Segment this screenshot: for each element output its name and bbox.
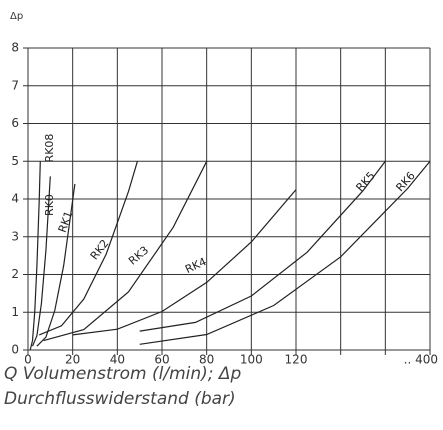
y-tick-label: 5 [11,154,19,168]
curve-label: RK08 [43,134,56,163]
curve [139,160,431,345]
y-tick-label: 2 [11,267,19,281]
y-tick-label: 8 [11,41,19,55]
curve [139,160,386,332]
caption: Q Volumenstrom (l/min); Δp [4,364,242,384]
caption: Durchflusswiderstand (bar) [4,389,236,409]
curve [72,189,297,336]
curve-label: RK6 [393,169,417,194]
curve [36,183,76,347]
y-tick-label: 0 [11,343,19,357]
curve-label: RK4 [183,255,208,276]
curve-label: RK5 [353,169,377,194]
y-axis-label: Δp [10,11,23,22]
x-tick-label: 100 [240,353,263,366]
curve [43,161,208,342]
x-tick-label: 40 [110,353,125,366]
x-tick-label: 60 [154,353,169,366]
y-tick-label: 4 [11,192,19,206]
curve [38,161,138,336]
y-tick-label: 3 [11,229,19,243]
y-tick-label: 7 [11,78,19,92]
curve-label: RK0 [43,194,56,216]
y-tick-label: 6 [11,116,19,130]
x-tick-label: 20 [65,353,80,366]
x-tick-label: 80 [199,353,214,366]
x-tick-label: 120 [285,353,308,366]
curve [29,161,41,351]
x-tick-label: .. 400 [404,353,438,366]
y-tick-label: 1 [11,305,19,319]
curve [31,176,51,347]
x-tick-label: 0 [24,353,32,366]
